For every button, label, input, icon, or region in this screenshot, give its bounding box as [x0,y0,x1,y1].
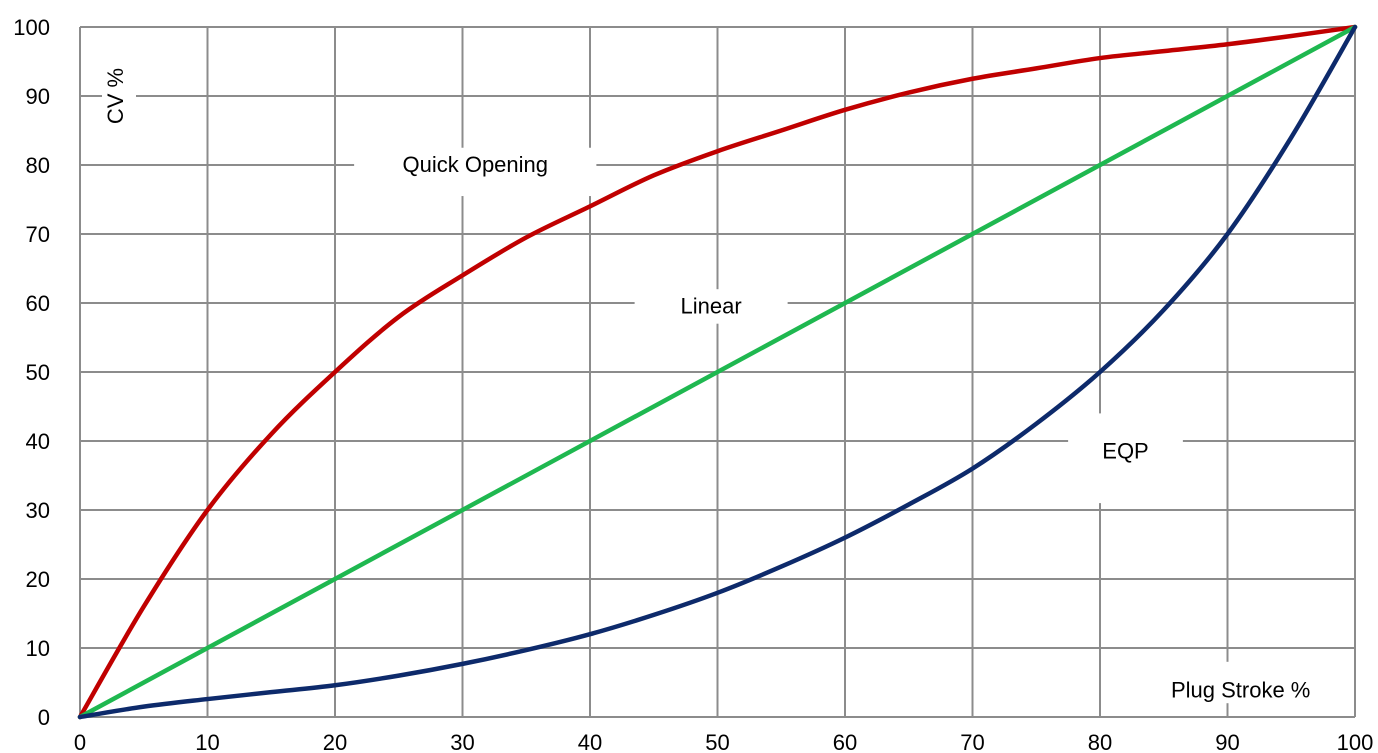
x-tick-label: 80 [1088,730,1112,753]
label-background [102,64,136,127]
grid-lines [79,26,1356,718]
x-axis-title: Plug Stroke % [1171,678,1310,703]
eqp-label: EQP [1102,438,1148,463]
x-tick-label: 30 [450,730,474,753]
x-tick-label: 10 [195,730,219,753]
y-tick-label: 70 [26,222,50,247]
label-background [1068,413,1183,504]
y-tick-label: 80 [26,153,50,178]
y-axis-title: CV % [103,68,128,124]
label-background [354,147,597,197]
series-lines [77,24,1358,720]
y-tick-label: 10 [26,636,50,661]
x-tick-label: 20 [323,730,347,753]
series-labels: Quick Opening Linear EQP Plug Stroke % CV % [103,68,1310,703]
quick-opening-label: Quick Opening [402,152,548,177]
label-background [1112,661,1343,704]
y-tick-label: 60 [26,291,50,316]
y-tick-label: 20 [26,567,50,592]
y-tick-label: 100 [13,15,50,40]
x-tick-label: 70 [960,730,984,753]
y-tick-label: 50 [26,360,50,385]
y-tick-label: 90 [26,84,50,109]
y-tick-label: 30 [26,498,50,523]
x-tick-label: 0 [74,730,86,753]
tick-labels: 0 10 20 30 40 50 60 70 80 90 100 0 10 20 30 40 50 60 70 80 9… [13,15,1373,753]
x-tick-label: 60 [833,730,857,753]
eqp-line [77,24,1358,720]
quick-opening-line [77,24,1358,720]
x-tick-label: 50 [705,730,729,753]
x-tick-label: 100 [1337,730,1374,753]
linear-label: Linear [681,293,742,318]
linear-line [77,24,1358,720]
x-tick-label: 40 [578,730,602,753]
x-tick-label: 90 [1215,730,1239,753]
y-tick-label: 40 [26,429,50,454]
label-background [634,289,788,324]
y-tick-label: 0 [38,705,50,730]
